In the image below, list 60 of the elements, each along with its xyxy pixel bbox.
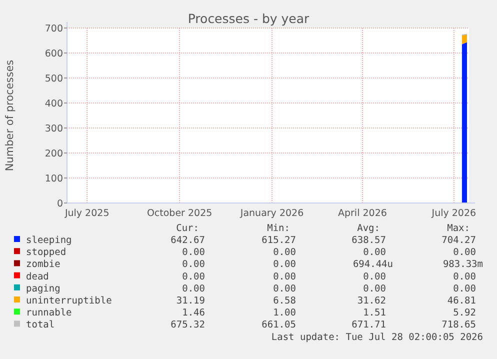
x-tick-label: July 2025: [64, 208, 110, 219]
text: 1.46: [182, 308, 206, 319]
text: 638.57: [352, 235, 386, 246]
text: Last update: Tue Jul 28 02:00:05 2026: [271, 332, 484, 343]
text: 0.00: [182, 271, 206, 282]
legend-label: sleeping: [26, 235, 72, 246]
legend-label: total: [26, 320, 55, 331]
text: 642.67: [170, 235, 205, 246]
legend-label: zombie: [26, 259, 61, 270]
text: 6.58: [273, 296, 296, 306]
text: Cur:: [176, 223, 199, 234]
text: 31.19: [176, 296, 206, 306]
text: 671.71: [352, 320, 386, 331]
text: 0.00: [363, 247, 386, 258]
text: 0.00: [363, 283, 386, 294]
legend-label: runnable: [26, 308, 72, 319]
text: 615.27: [262, 235, 296, 246]
legend-label: paging: [26, 283, 60, 294]
text: 31.62: [357, 296, 386, 306]
text: 1.51: [363, 308, 386, 319]
text: 1.00: [273, 308, 296, 319]
text: 675.32: [170, 320, 205, 331]
y-tick-label: 700: [44, 23, 63, 34]
text: 0.00: [453, 247, 476, 258]
text: 661.05: [262, 320, 296, 331]
text: 718.65: [442, 320, 476, 331]
text: 0.00: [273, 283, 296, 294]
y-tick-label: 300: [44, 123, 63, 134]
y-tick-label: 600: [44, 48, 63, 60]
y-tick-label: 200: [44, 148, 63, 160]
chart-title: Processes - by year: [188, 11, 310, 26]
text: Avg:: [357, 223, 380, 234]
text: 46.81: [447, 296, 476, 306]
text: 0.00: [182, 247, 206, 258]
y-tick-label: 500: [44, 73, 63, 84]
x-tick-label: April 2026: [338, 208, 387, 219]
text: Max:: [447, 223, 470, 234]
legend-label: dead: [26, 271, 49, 282]
text: 0.00: [363, 271, 386, 282]
y-tick-label: 0: [56, 198, 63, 210]
y-tick-label: 100: [44, 173, 63, 184]
text: 0.00: [453, 283, 476, 294]
y-axis-title: Number of processes: [4, 60, 16, 172]
text: 0.00: [182, 259, 206, 270]
text: 983.33m: [442, 259, 484, 270]
y-tick-label: 400: [44, 98, 63, 110]
x-tick-label: October 2025: [146, 208, 212, 219]
legend-label: uninterruptible: [26, 296, 112, 306]
text: 0.00: [273, 259, 296, 270]
text: 5.92: [453, 308, 476, 319]
text: Min:: [267, 223, 290, 234]
text: 0.00: [453, 271, 476, 282]
text: 704.27: [442, 235, 476, 246]
text: 694.44u: [352, 259, 393, 270]
text: 0.00: [182, 283, 206, 294]
x-tick-label: January 2026: [239, 208, 304, 219]
x-tick-label: July 2026: [430, 208, 476, 219]
legend-label: stopped: [26, 247, 66, 258]
text: 0.00: [273, 271, 296, 282]
text: 0.00: [273, 247, 296, 258]
